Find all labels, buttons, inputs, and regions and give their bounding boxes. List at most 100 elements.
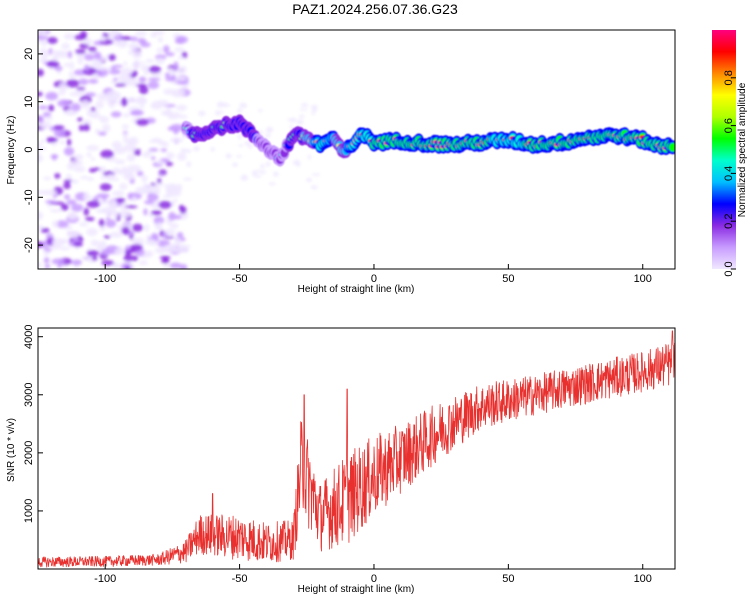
spectrogram-cell (237, 134, 242, 140)
spectrogram-cell (45, 91, 59, 101)
spectrogram-cell (143, 200, 154, 205)
spectrogram-cell (307, 154, 312, 160)
spectrogram-cell (67, 231, 80, 239)
undefined-tick-label: 1000 (23, 499, 35, 523)
spectrogram-cell (48, 104, 55, 112)
spectrogram-cell (164, 72, 171, 78)
spectrogram-cell (177, 244, 188, 253)
colorbar-tick-label: 0.4 (723, 166, 735, 181)
spectrogram-cell (107, 98, 113, 106)
spectrogram-cell (114, 83, 127, 87)
spectrogram-cell (147, 193, 159, 202)
spectrogram-cell (145, 239, 156, 245)
colorbar-tick-label: 0.0 (723, 261, 735, 276)
spectrogram-cell (170, 262, 182, 269)
spectrogram-cell (128, 42, 140, 51)
spectrogram-cell (52, 220, 59, 228)
spectrogram-cell (138, 260, 148, 266)
spectrogram-cell (71, 103, 81, 112)
spectrogram-cell (174, 47, 185, 52)
spectrogram-cell (77, 55, 84, 65)
undefined-tick-label: 0 (23, 146, 35, 152)
spectrogram-cell (143, 182, 148, 192)
spectrogram-cell (126, 153, 136, 162)
spectrogram-cell (155, 57, 165, 65)
spectrogram-cell (85, 92, 97, 97)
spectrogram-cell (101, 260, 115, 266)
spectrogram-cell (109, 231, 123, 238)
spectrogram-cell (165, 52, 175, 57)
spectrogram-cell (310, 105, 318, 109)
spectrogram-cell (78, 78, 89, 85)
spectrogram-cell (38, 105, 48, 110)
spectrogram-cell (148, 65, 162, 74)
snr-x-ticks: -100 -50 0 50 100 (94, 564, 652, 585)
spectrogram-cell (113, 210, 119, 219)
spectrogram-noise (38, 30, 321, 269)
undefined-tick-label: -10 (23, 189, 35, 205)
spectrogram-cell (99, 116, 109, 124)
spectrogram-cell (39, 48, 47, 52)
spectrogram-cell (68, 75, 77, 79)
spectrogram-cell (176, 185, 182, 193)
spectrogram-cell (142, 151, 151, 158)
snr-x-label: Height of straight line (km) (298, 584, 415, 595)
spectrogram-cell (98, 208, 106, 213)
spectrogram-cell (100, 149, 114, 159)
spectrogram-cell (90, 157, 96, 161)
spectrogram-cell (51, 258, 65, 265)
spectrogram-cell (168, 112, 181, 119)
spectrogram-cell (40, 227, 50, 233)
spectrogram-cell (73, 166, 86, 173)
spectrogram-cell (182, 84, 189, 89)
undefined-tick-label: 50 (502, 273, 514, 285)
spectrogram-cell (265, 127, 274, 133)
spectrogram-cell (668, 142, 675, 152)
spectrogram-cell (75, 87, 86, 91)
spectrogram-cell (130, 36, 138, 42)
spectrogram-cell (38, 34, 48, 40)
spectrogram-cell (160, 148, 168, 152)
spectrogram-cell (118, 73, 132, 83)
spectrogram-cell (58, 246, 71, 251)
spectrogram-cell (217, 101, 224, 108)
spectrogram-cell (144, 223, 150, 232)
spectrogram-cell (165, 161, 174, 167)
spectrogram-cell (101, 124, 111, 133)
spectrogram-cell (90, 114, 103, 119)
spectrogram-cell (105, 219, 117, 228)
spectrogram-cell (90, 239, 100, 247)
spectrogram-cell (174, 76, 187, 83)
spectrogram-cell (240, 174, 248, 181)
spectrogram-cell (40, 49, 50, 59)
chart-title: PAZ1.2024.256.07.36.G23 (292, 1, 458, 17)
spectrogram-cell (151, 137, 162, 142)
spectrogram-cell (100, 175, 108, 180)
spectrogram-cell (122, 36, 132, 41)
spectrogram-cell (151, 156, 156, 161)
spectrogram-cell (65, 173, 72, 180)
undefined-tick-label: -20 (23, 237, 35, 253)
undefined-tick-label: 4000 (23, 324, 35, 348)
spectrogram-cell (177, 152, 187, 161)
spectrogram-cell (123, 143, 137, 153)
spectrogram-cell (163, 88, 175, 95)
spectrogram-cell (162, 256, 169, 261)
spectrogram-cell (106, 173, 116, 182)
spectrogram-x-label: Height of straight line (km) (298, 284, 415, 295)
spectrogram-cell (83, 207, 90, 216)
spectrogram-cell (38, 225, 44, 229)
spectrogram-cell (98, 240, 107, 249)
spectrogram-cell (103, 235, 111, 239)
snr-y-label: SNR (10 * v/v) (6, 418, 17, 482)
spectrogram-cell (132, 49, 142, 59)
spectrogram-cell (64, 194, 71, 200)
spectrogram-cell (83, 53, 95, 61)
spectrogram-cell (46, 37, 58, 44)
spectrogram-cell (98, 218, 105, 227)
spectrogram-cell (186, 149, 191, 153)
spectrogram-cell (135, 118, 149, 126)
spectrogram-cell (63, 110, 78, 116)
undefined-tick-label: -50 (232, 273, 248, 285)
